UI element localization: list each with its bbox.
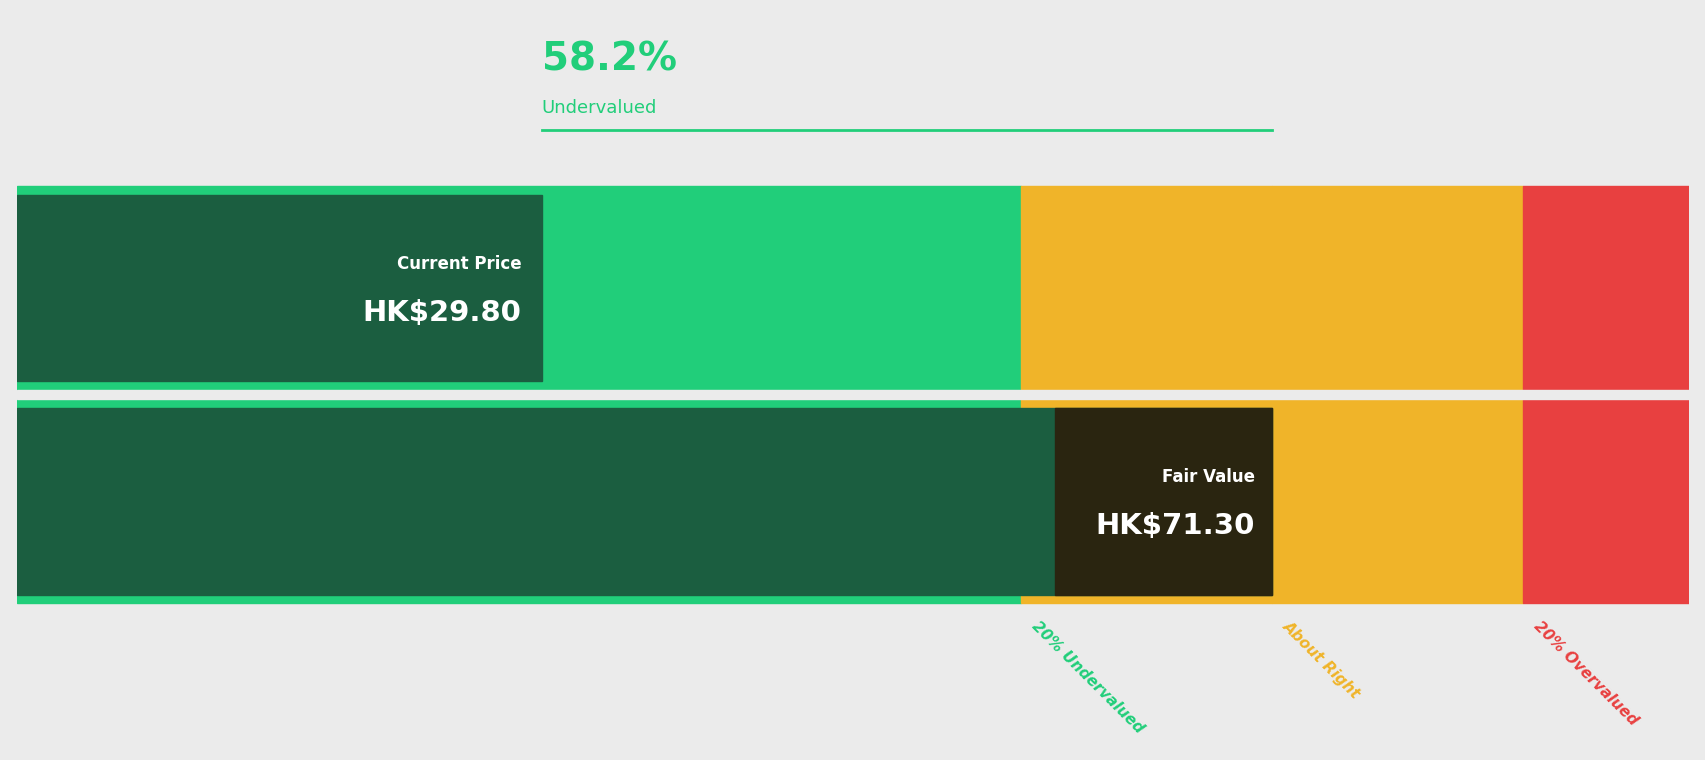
Text: Current Price: Current Price [397, 255, 522, 273]
Bar [17, 408, 1272, 594]
Text: 20% Undervalued: 20% Undervalued [1028, 619, 1146, 736]
Text: Fair Value: Fair Value [1161, 468, 1255, 486]
Text: 58.2%: 58.2% [540, 41, 677, 79]
Bar [17, 195, 540, 382]
Bar [1020, 186, 1272, 603]
Bar [17, 391, 1688, 399]
Text: HK$71.30: HK$71.30 [1095, 511, 1255, 540]
Text: HK$29.80: HK$29.80 [363, 299, 522, 327]
Bar [1272, 186, 1523, 603]
Bar [17, 186, 1020, 603]
Text: 20% Overvalued: 20% Overvalued [1531, 619, 1640, 728]
Text: About Right: About Right [1279, 619, 1362, 701]
Text: Undervalued: Undervalued [540, 99, 656, 117]
Bar [1054, 408, 1272, 594]
Bar [1523, 186, 1688, 603]
